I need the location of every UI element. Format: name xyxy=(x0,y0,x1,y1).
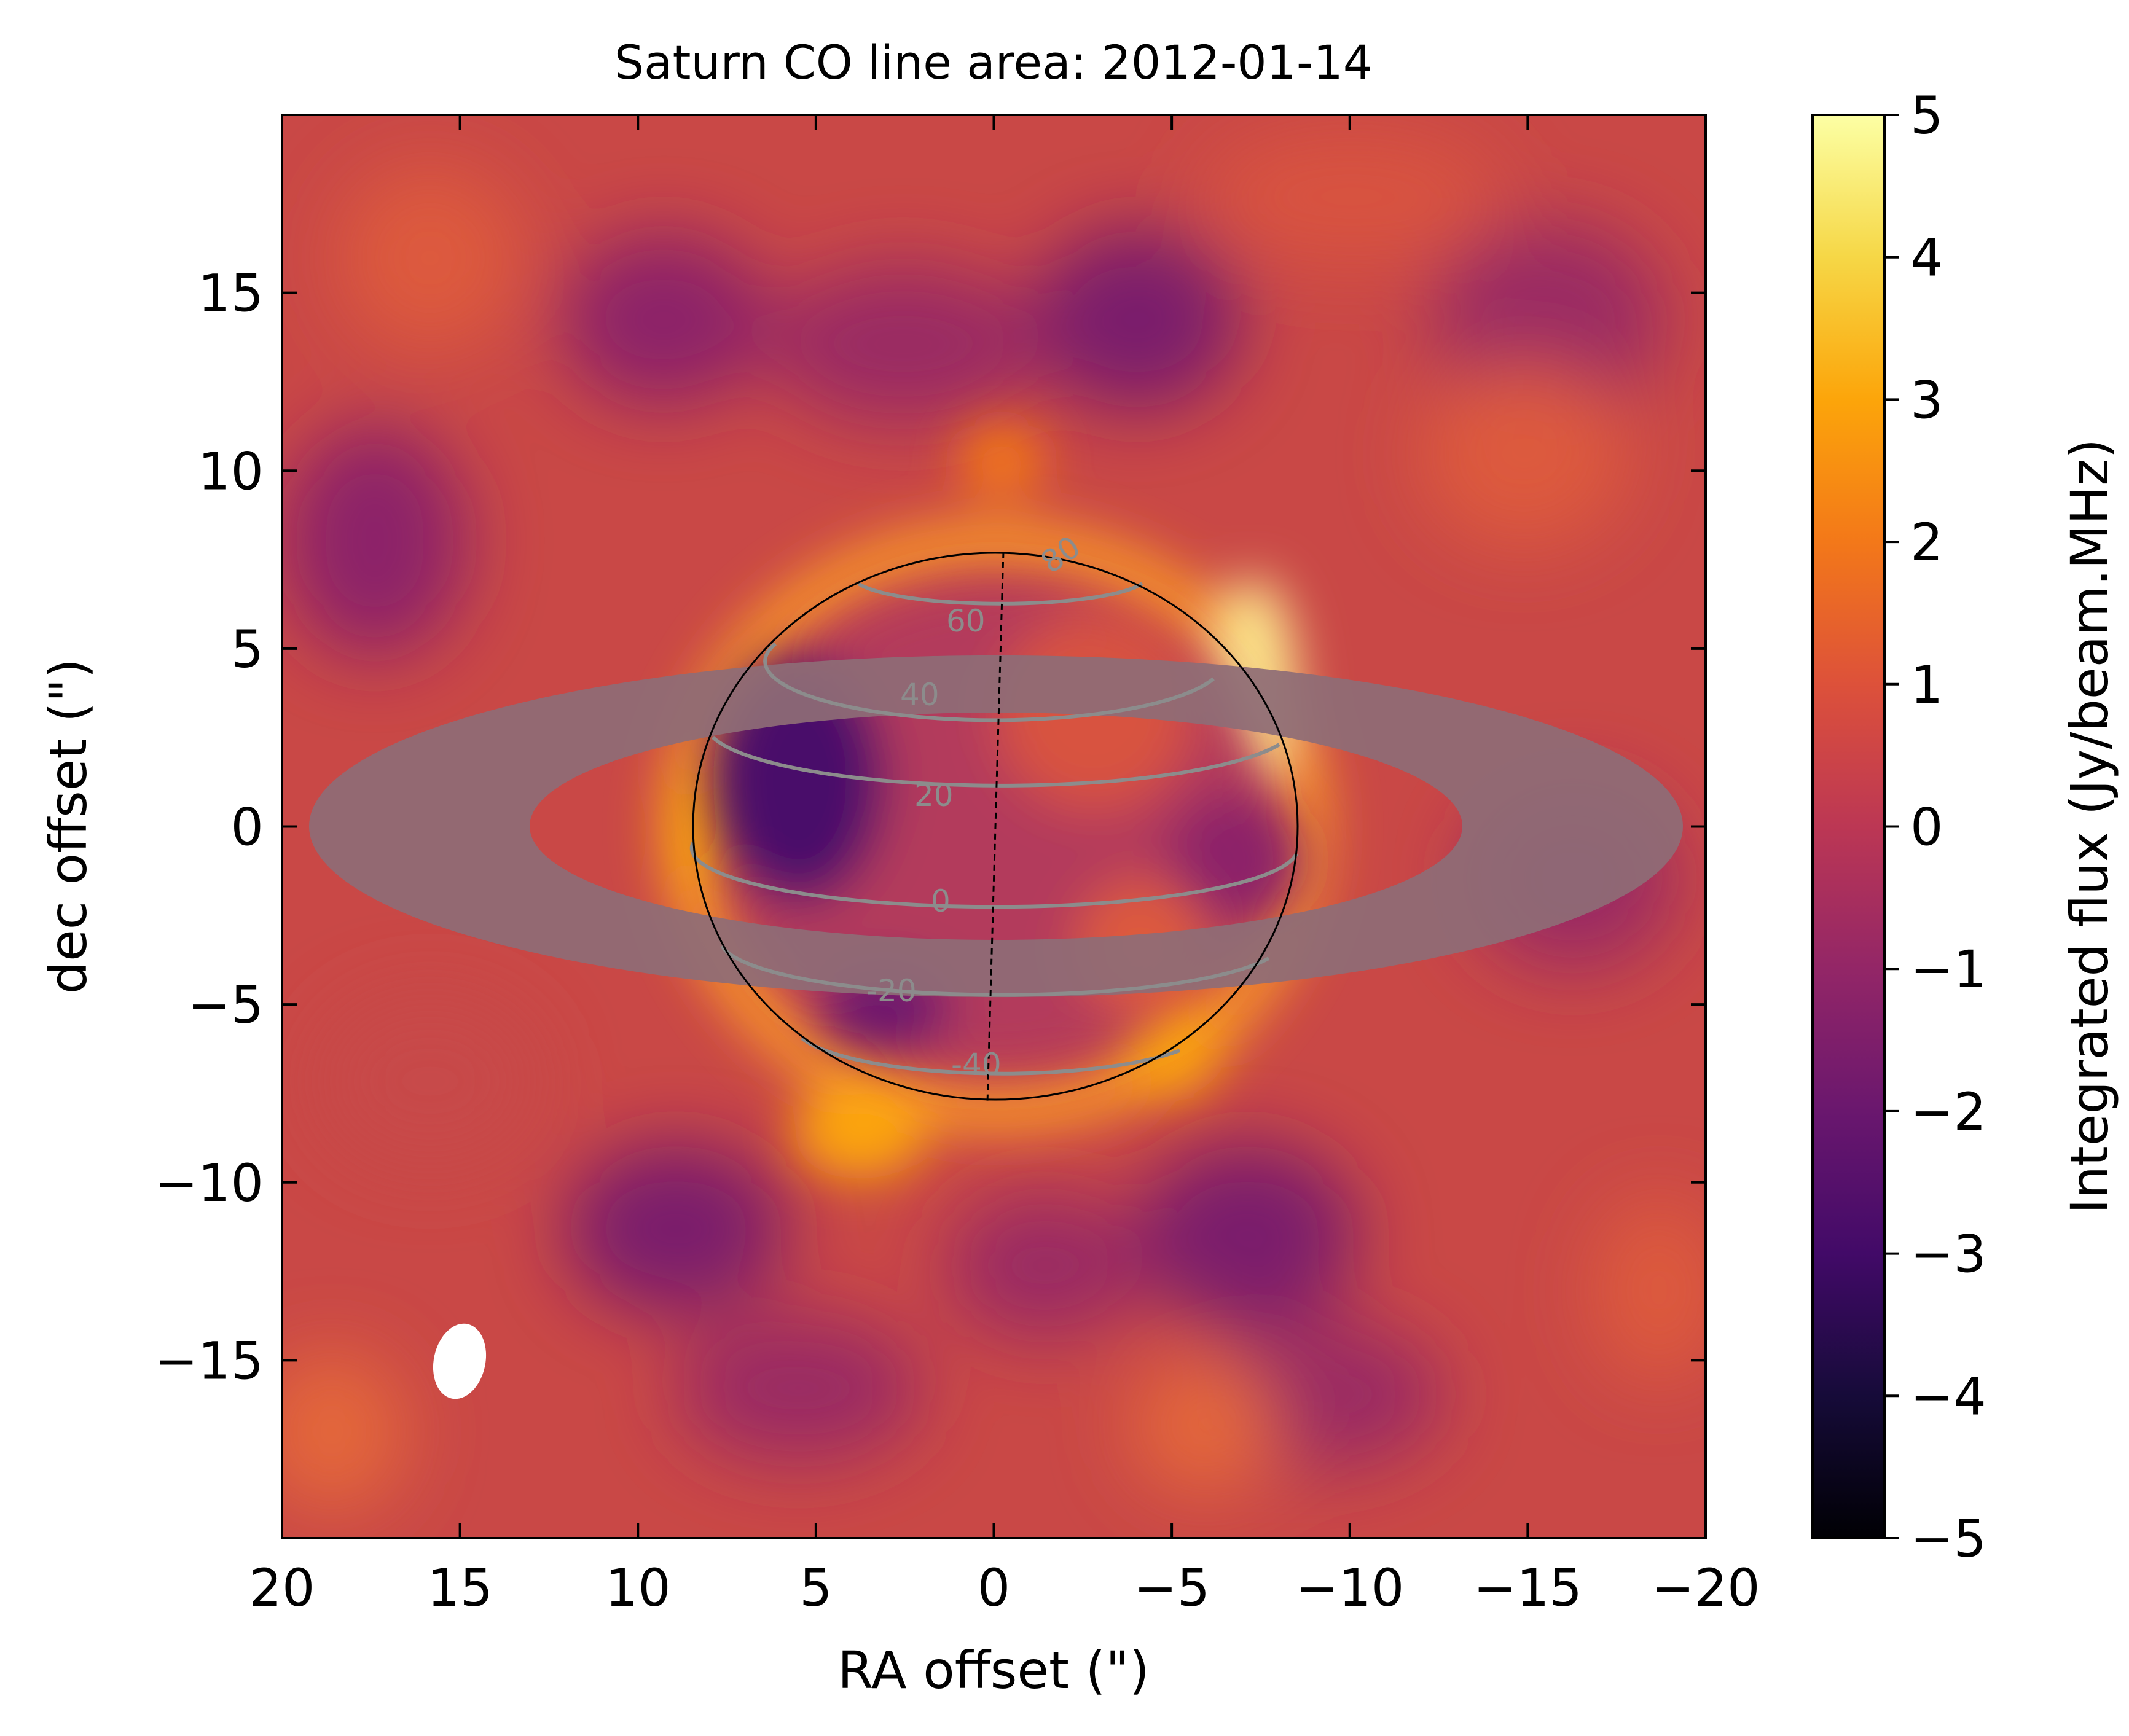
x-tick-label: −5 xyxy=(1134,1558,1210,1618)
x-axis-label: RA offset (") xyxy=(837,1640,1150,1700)
y-tick-label: 5 xyxy=(231,619,264,679)
colorbar-ticks: 5 4 3 2 1 0 −1 −2 −3 −4 −5 xyxy=(1884,85,1986,1569)
colorbar-tick-label: −2 xyxy=(1910,1082,1986,1142)
colorbar-tick-label: −4 xyxy=(1910,1366,1986,1426)
latitude-line-60 xyxy=(857,582,1143,606)
y-axis-label: dec offset (") xyxy=(38,659,98,994)
colorbar-tick-label: 5 xyxy=(1910,85,1943,146)
latitude-line-m40 xyxy=(801,1036,1181,1076)
latitude-line-20 xyxy=(711,735,1280,788)
colorbar-tick-label: 4 xyxy=(1910,228,1943,288)
y-tick-label: 15 xyxy=(198,264,264,324)
heatmap: 80 60 40 20 0 -20 -40 xyxy=(282,115,1706,1538)
x-tick-label: −20 xyxy=(1651,1558,1760,1618)
latitude-lines xyxy=(689,582,1298,1076)
latitude-label-0: 0 xyxy=(931,883,951,919)
y-tick-label: −15 xyxy=(155,1331,264,1391)
colorbar-tick-label: 0 xyxy=(1910,797,1943,858)
x-tick-label: 15 xyxy=(427,1558,493,1618)
latitude-line-0 xyxy=(689,842,1298,909)
heatmap-blobs xyxy=(282,129,1706,1511)
y-tick-label: 0 xyxy=(231,797,264,858)
x-axis: 20 15 10 5 0 −5 −10 −15 −20 xyxy=(249,115,1760,1618)
y-axis: 15 10 5 0 −5 −10 −15 xyxy=(155,264,1706,1391)
x-tick-label: 0 xyxy=(978,1558,1010,1618)
colorbar-tick-label: −5 xyxy=(1910,1509,1986,1569)
y-tick-label: −10 xyxy=(155,1153,264,1213)
colorbar-tick-label: 2 xyxy=(1910,512,1943,573)
latitude-label-20: 20 xyxy=(914,778,954,813)
latitude-labels: 80 60 40 20 0 -20 -40 xyxy=(866,529,1087,1082)
x-tick-label: 10 xyxy=(605,1558,671,1618)
planet-limb xyxy=(692,552,1299,1101)
beam-ellipse xyxy=(433,1323,487,1399)
latitude-label-m40: -40 xyxy=(951,1047,1002,1082)
x-tick-label: −15 xyxy=(1473,1558,1582,1618)
x-tick-label: −10 xyxy=(1295,1558,1404,1618)
y-tick-label: −5 xyxy=(187,975,264,1035)
colorbar-tick-label: −3 xyxy=(1910,1224,1986,1284)
chart-title: Saturn CO line area: 2012-01-14 xyxy=(614,35,1373,90)
latitude-label-40: 40 xyxy=(900,677,939,713)
colorbar-tick-label: 1 xyxy=(1910,655,1943,715)
colorbar-tick-label: 3 xyxy=(1910,370,1943,430)
limb-emission xyxy=(661,424,1330,1179)
colorbar-label: Integrated flux (Jy/beam.MHz) xyxy=(2060,439,2120,1214)
y-tick-label: 10 xyxy=(198,441,264,501)
ring xyxy=(308,655,1684,998)
latitude-line-m20 xyxy=(720,945,1270,997)
central-meridian xyxy=(986,551,1005,1103)
x-tick-label: 5 xyxy=(799,1558,832,1618)
colorbar-tick-label: −1 xyxy=(1910,939,1986,999)
latitude-line-40 xyxy=(763,642,1215,722)
colorbar xyxy=(1811,114,1886,1539)
latitude-label-m20: -20 xyxy=(866,973,917,1009)
x-tick-label: 20 xyxy=(249,1558,315,1618)
latitude-label-60: 60 xyxy=(946,603,986,639)
